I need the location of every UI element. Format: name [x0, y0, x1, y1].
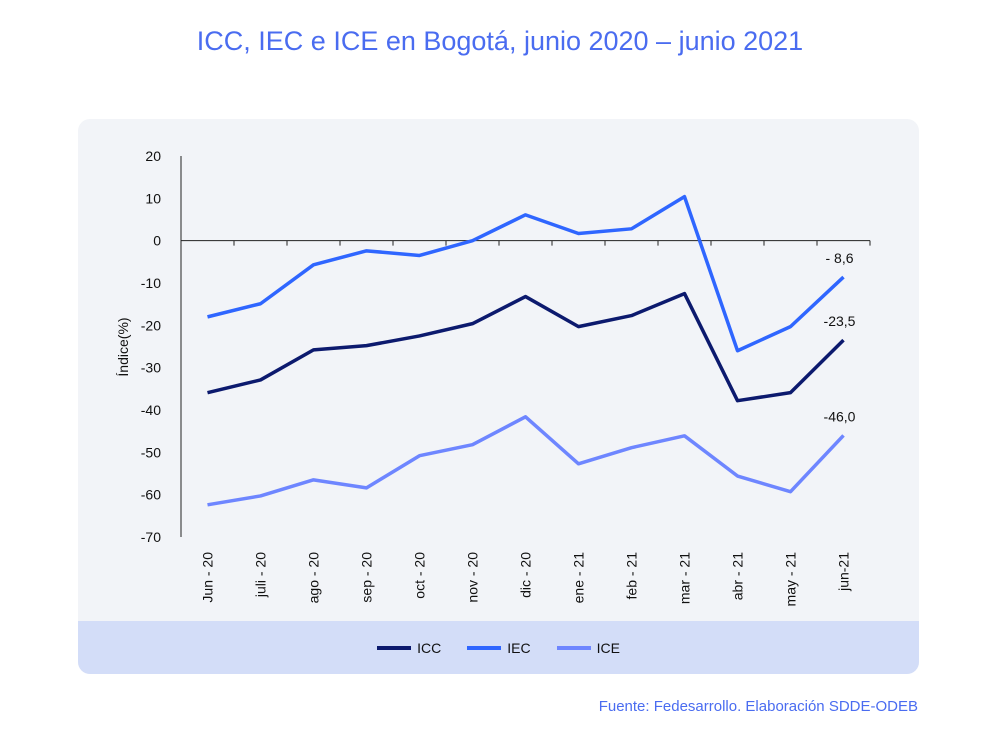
y-tick-label: -50	[141, 444, 161, 460]
y-tick-label: 20	[145, 148, 161, 164]
x-tick-label: jun-21	[836, 552, 852, 592]
data-label: -46,0	[824, 408, 856, 424]
legend-item-iec: IEC	[467, 639, 531, 656]
y-tick-label: -60	[141, 487, 161, 503]
x-tick-label: juli - 20	[253, 552, 269, 598]
x-tick-label: sep - 20	[359, 552, 375, 603]
y-tick-label: -30	[141, 360, 161, 376]
legend-item-ice: ICE	[556, 639, 620, 656]
chart-panel	[78, 119, 919, 674]
y-tick-label: -40	[141, 402, 161, 418]
x-tick-label: abr - 21	[730, 552, 746, 600]
x-tick-label: dic - 20	[518, 552, 534, 598]
x-tick-label: nov - 20	[465, 552, 481, 603]
series-line-iec	[207, 194, 845, 353]
y-tick-label: 10	[145, 190, 161, 206]
y-axis-label: Índice(%)	[115, 317, 131, 376]
data-label: - 8,6	[825, 250, 853, 266]
chart-title: ICC, IEC e ICE en Bogotá, junio 2020 – j…	[196, 26, 804, 56]
legend-label: ICC	[417, 639, 442, 656]
legend: ICC IEC ICE	[78, 621, 919, 674]
x-tick-label: oct - 20	[412, 552, 428, 599]
y-tick-label: -70	[141, 529, 161, 545]
legend-swatch	[556, 645, 591, 650]
legend-label: ICE	[596, 639, 620, 656]
legend-swatch	[467, 645, 502, 650]
x-tick-label: may - 21	[783, 552, 799, 607]
x-tick-label: mar - 21	[677, 552, 693, 604]
y-tick-label: -10	[141, 275, 161, 291]
x-tick-label: Jun - 20	[200, 552, 216, 603]
legend-swatch	[377, 645, 412, 650]
x-tick-label: ago - 20	[306, 552, 322, 604]
series-line-ice	[207, 415, 845, 507]
legend-item-icc: ICC	[377, 640, 441, 656]
x-tick-label: feb - 21	[624, 552, 640, 600]
x-tick-label: ene - 21	[571, 552, 587, 604]
data-label: -23,5	[824, 313, 856, 329]
legend-label: IEC	[507, 639, 531, 656]
y-tick-label: 0	[153, 233, 161, 249]
source-note: Fuente: Fedesarrollo. Elaboración SDDE-O…	[598, 698, 918, 715]
y-tick-label: -20	[141, 317, 161, 333]
